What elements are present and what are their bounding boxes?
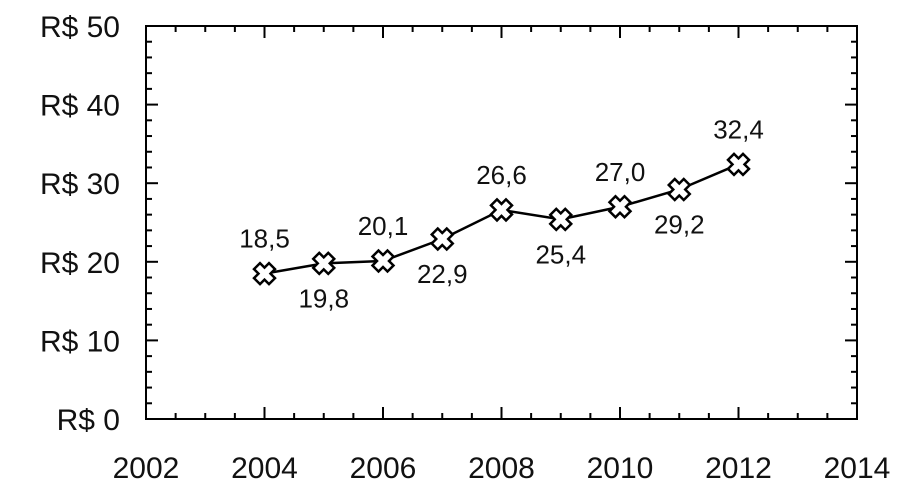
data-label: 29,2 bbox=[654, 209, 705, 239]
data-label: 32,4 bbox=[713, 114, 764, 144]
x-tick-label: 2012 bbox=[705, 452, 772, 483]
data-point-marker bbox=[370, 248, 396, 274]
data-labels: 18,5 19,8 20,1 22,9 26,6 25,4 27,0 29,2 32,4 bbox=[239, 114, 764, 313]
data-label: 26,6 bbox=[476, 160, 527, 190]
data-label: 25,4 bbox=[535, 239, 586, 269]
data-label: 27,0 bbox=[595, 157, 646, 187]
y-tick-label: R$ 30 bbox=[40, 168, 120, 201]
x-tick-label: 2010 bbox=[587, 452, 654, 483]
x-tick-label: 2014 bbox=[824, 452, 891, 483]
data-point-marker bbox=[252, 261, 277, 286]
x-tick-label: 2006 bbox=[350, 452, 417, 483]
data-label: 22,9 bbox=[417, 259, 468, 289]
plot-frame bbox=[145, 25, 858, 420]
data-point-marker bbox=[548, 207, 574, 232]
y-tick-label: R$ 10 bbox=[40, 325, 120, 358]
axis-ticks bbox=[145, 25, 858, 420]
data-point-marker bbox=[666, 177, 692, 202]
x-tick-label: 2008 bbox=[468, 452, 535, 483]
x-tick-labels: 2002 2004 2006 2008 2010 2012 2014 bbox=[113, 452, 891, 483]
data-point-marker bbox=[607, 194, 633, 220]
y-tick-labels: R$ 0 R$ 10 R$ 20 R$ 30 R$ 40 R$ 50 bbox=[40, 11, 120, 437]
data-point-marker bbox=[311, 251, 337, 276]
data-label: 18,5 bbox=[239, 224, 290, 254]
y-tick-label: R$ 20 bbox=[40, 247, 120, 280]
data-label: 19,8 bbox=[298, 283, 349, 313]
data-point-marker bbox=[429, 226, 455, 252]
y-tick-label: R$ 40 bbox=[40, 90, 120, 123]
series-group bbox=[252, 152, 751, 286]
y-tick-label: R$ 50 bbox=[40, 11, 120, 44]
data-label: 20,1 bbox=[358, 211, 409, 241]
data-point-marker bbox=[489, 197, 514, 223]
y-tick-label: R$ 0 bbox=[57, 404, 120, 437]
data-point-marker bbox=[726, 152, 751, 177]
x-tick-label: 2004 bbox=[231, 452, 298, 483]
x-tick-label: 2002 bbox=[113, 452, 180, 483]
